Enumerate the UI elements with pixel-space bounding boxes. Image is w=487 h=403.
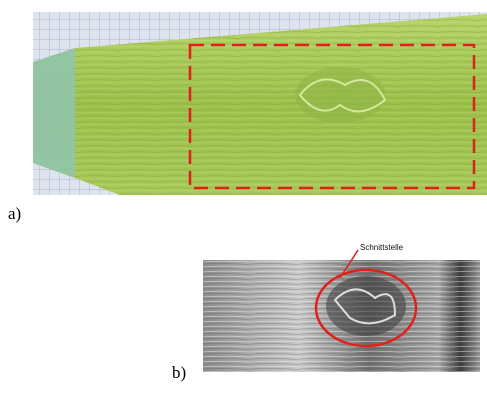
panel-label: a) xyxy=(8,204,21,223)
photo-b xyxy=(203,250,480,372)
annotation: Schnittstelle xyxy=(360,243,404,252)
photo-a xyxy=(33,12,487,195)
panel-label: b) xyxy=(172,363,186,382)
figure: a) Schnittstelle b) xyxy=(0,0,487,403)
